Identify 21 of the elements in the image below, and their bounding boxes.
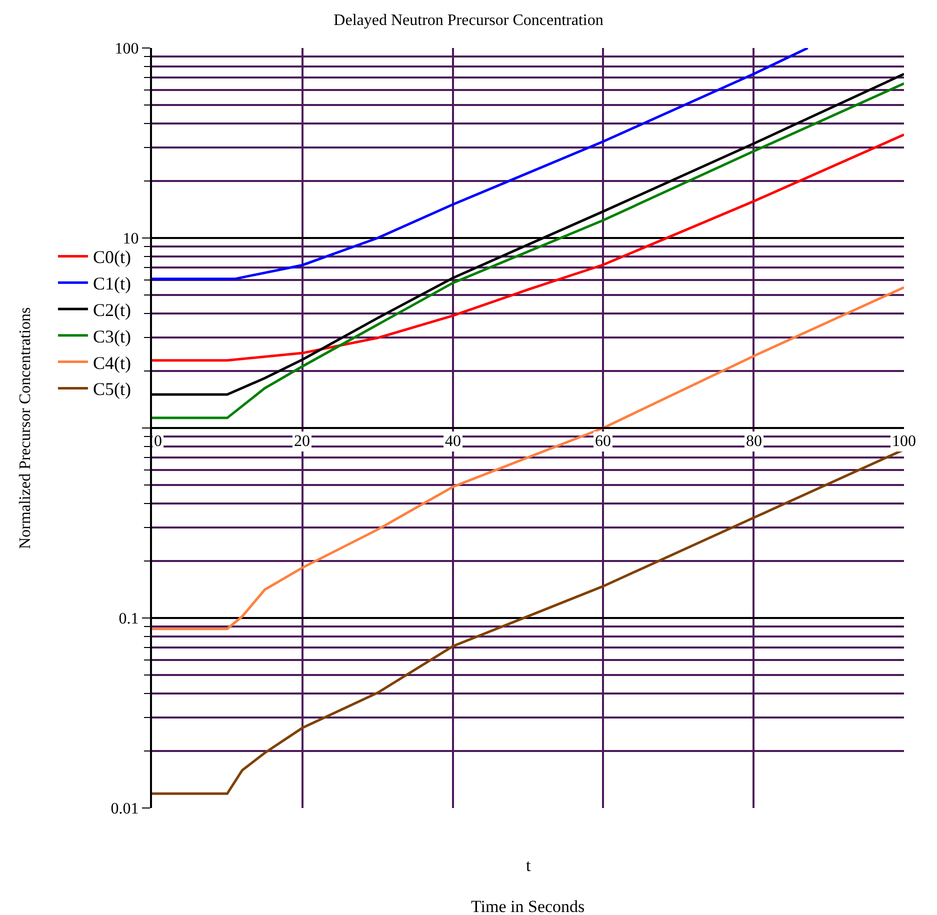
- line-series: [152, 48, 809, 280]
- chart-title: Delayed Neutron Precursor Concentration: [334, 12, 604, 29]
- y-tick-label: 10: [122, 230, 139, 248]
- x-tick-label: 60: [595, 433, 611, 450]
- y-tick-label: 0.01: [110, 800, 139, 818]
- legend-label: C3(t): [92, 326, 131, 346]
- x-tick-label: 40: [445, 433, 461, 450]
- y-tick-label: 0.1: [118, 610, 139, 628]
- x-tick-label: 20: [294, 433, 310, 450]
- x-tick-label: 100: [892, 433, 916, 450]
- legend-label: C0(t): [92, 247, 131, 268]
- legend-label: C2(t): [92, 300, 131, 320]
- legend-label: C4(t): [92, 352, 131, 373]
- x-tick-label: 80: [746, 433, 762, 450]
- legend-label: C1(t): [92, 274, 131, 294]
- x-axis-title: t: [526, 856, 531, 875]
- x-tick-label: 0: [154, 433, 162, 450]
- y-axis-title: Normalized Precursor Concentrations: [16, 307, 34, 549]
- text: Time in Seconds: [471, 897, 585, 915]
- y-tick-label: 100: [114, 40, 139, 58]
- legend-label: C5(t): [92, 379, 131, 400]
